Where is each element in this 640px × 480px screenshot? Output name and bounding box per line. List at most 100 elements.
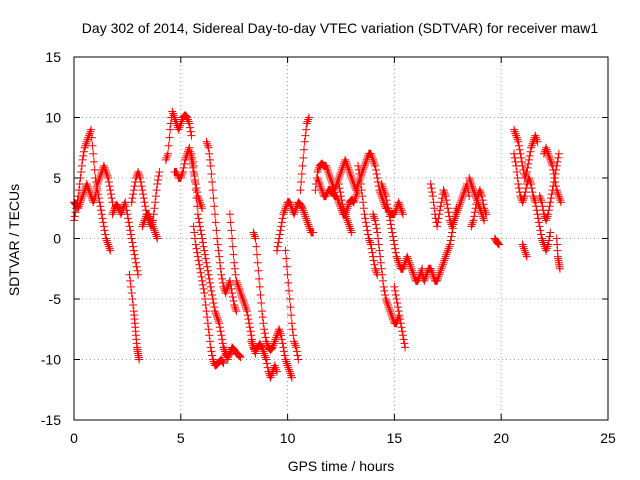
data-point: [212, 226, 221, 235]
data-point: [269, 341, 278, 350]
data-point: [198, 238, 207, 247]
data-point: [522, 250, 531, 259]
data-point: [183, 113, 192, 122]
data-point: [537, 198, 546, 207]
data-point: [514, 180, 523, 189]
data-point: [545, 202, 554, 211]
data-point: [341, 155, 350, 164]
data-point: [427, 266, 436, 275]
data-point: [190, 169, 199, 178]
data-point: [361, 157, 370, 166]
data-point: [299, 208, 308, 217]
data-point: [189, 222, 198, 231]
data-point: [227, 226, 236, 235]
data-point: [250, 232, 259, 241]
data-point: [396, 319, 405, 328]
data-point: [99, 222, 108, 231]
data-point: [549, 169, 558, 178]
data-point: [278, 339, 287, 348]
data-point: [297, 169, 306, 178]
data-point: [117, 208, 126, 217]
data-point: [122, 206, 131, 215]
data-point: [389, 236, 398, 245]
data-point: [155, 167, 164, 176]
data-point: [290, 339, 299, 348]
data-point: [380, 286, 389, 295]
data-point: [196, 200, 205, 209]
data-point: [215, 323, 224, 332]
data-point: [74, 202, 83, 211]
data-point: [335, 184, 344, 193]
data-point: [193, 248, 202, 257]
data-point: [350, 196, 359, 205]
data-point: [546, 155, 555, 164]
series-track-b: [70, 161, 117, 213]
data-point: [396, 202, 405, 211]
data-point: [511, 129, 520, 138]
data-point: [201, 301, 210, 310]
y-axis-label: SDTVAR / TECUs: [6, 184, 22, 296]
data-point: [524, 159, 533, 168]
data-point: [337, 196, 346, 205]
data-point: [259, 319, 268, 328]
data-point: [519, 196, 528, 205]
data-point: [237, 290, 246, 299]
data-point: [434, 272, 443, 281]
data-point: [262, 355, 271, 364]
data-point: [433, 218, 442, 227]
data-point: [368, 248, 377, 257]
data-point: [280, 206, 289, 215]
data-point: [272, 333, 281, 342]
data-point: [370, 214, 379, 223]
data-point: [82, 137, 91, 146]
data-point: [393, 254, 402, 263]
data-point: [229, 345, 238, 354]
data-point: [392, 252, 401, 261]
data-point: [260, 349, 269, 358]
data-point: [260, 329, 269, 338]
data-point: [439, 186, 448, 195]
data-point: [383, 200, 392, 209]
data-point: [528, 139, 537, 148]
data-point: [276, 329, 285, 338]
data-point: [519, 244, 528, 253]
data-point: [354, 161, 363, 170]
data-point: [322, 163, 331, 172]
data-point: [163, 151, 172, 160]
data-point: [238, 295, 247, 303]
data-point: [285, 198, 294, 207]
series-track-w: [369, 210, 403, 328]
data-point: [449, 218, 458, 227]
data-point: [126, 282, 135, 291]
data-point: [550, 174, 559, 182]
y-tick-label: -5: [49, 291, 62, 307]
data-point: [145, 212, 154, 221]
data-point: [378, 182, 387, 191]
data-point: [513, 135, 522, 144]
data-point: [240, 301, 249, 310]
data-point: [370, 260, 379, 269]
data-point: [292, 347, 301, 356]
data-point: [371, 266, 380, 275]
data-point: [270, 361, 279, 370]
data-point: [367, 244, 376, 253]
data-point: [378, 270, 387, 279]
data-point: [513, 174, 522, 182]
data-point: [549, 165, 558, 174]
data-point: [139, 220, 148, 229]
data-point: [433, 274, 442, 283]
data-point: [104, 242, 113, 251]
data-point: [153, 234, 162, 243]
data-point: [184, 145, 193, 154]
data-point: [369, 252, 378, 261]
data-point: [480, 216, 489, 225]
data-point: [323, 165, 332, 174]
data-point: [101, 165, 110, 174]
data-point: [148, 220, 157, 229]
data-point: [359, 163, 368, 172]
data-point: [130, 182, 139, 191]
data-point: [453, 206, 462, 215]
data-point: [191, 234, 200, 243]
data-point: [316, 182, 325, 191]
data-point: [388, 232, 397, 241]
